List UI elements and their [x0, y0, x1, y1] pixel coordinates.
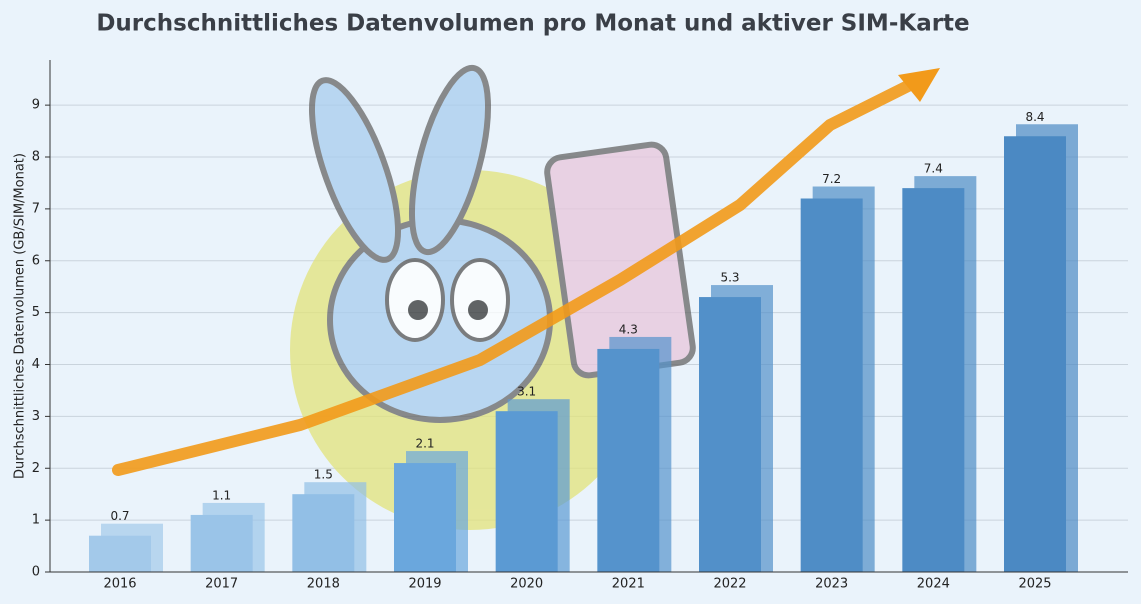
y-tick-label: 9: [32, 98, 40, 113]
y-tick-label: 2: [32, 461, 40, 476]
trend-arrowhead: [898, 68, 940, 102]
value-label: 4.3: [619, 322, 638, 336]
value-label: 0.7: [110, 509, 129, 523]
x-tick-label: 2025: [1018, 577, 1051, 592]
x-tick-label: 2018: [307, 577, 340, 592]
y-tick-label: 3: [32, 409, 40, 424]
y-tick-label: 1: [32, 513, 40, 528]
trend-arrow: [112, 79, 916, 476]
bar: [902, 188, 965, 572]
bar: [394, 463, 456, 572]
bar: [699, 297, 761, 572]
y-tick-label: 6: [32, 253, 40, 268]
value-label: 3.1: [517, 385, 536, 399]
x-tick-label: 2022: [713, 577, 746, 592]
bar: [597, 348, 660, 572]
value-label: 1.1: [212, 488, 231, 502]
y-tick-label: 4: [32, 357, 40, 372]
bar: [89, 535, 151, 572]
x-tick-label: 2017: [205, 577, 238, 592]
x-tick-label: 2021: [612, 577, 645, 592]
x-tick-label: 2016: [103, 577, 136, 592]
y-axis-label: Durchschnittliches Datenvolumen (GB/SIM/…: [13, 153, 28, 479]
bar: [495, 411, 558, 572]
y-tick-label: 5: [32, 305, 40, 320]
bar: [292, 494, 355, 572]
value-label: 7.4: [924, 162, 943, 176]
value-label: 7.2: [822, 172, 841, 186]
x-tick-label: 2024: [917, 577, 950, 592]
value-label: 1.5: [314, 468, 333, 482]
bar: [190, 514, 253, 572]
chart-title: Durchschnittliches Datenvolumen pro Mona…: [96, 11, 969, 37]
x-tick-label: 2020: [510, 577, 543, 592]
bar: [800, 198, 863, 572]
value-label: 2.1: [415, 437, 434, 451]
bar: [1004, 136, 1066, 573]
value-label: 5.3: [720, 271, 739, 285]
y-tick-label: 8: [32, 150, 40, 165]
y-tick-label: 0: [32, 565, 40, 580]
x-tick-label: 2023: [815, 577, 848, 592]
x-tick-label: 2019: [408, 577, 441, 592]
value-label: 8.4: [1025, 110, 1044, 124]
y-tick-label: 7: [32, 201, 40, 216]
